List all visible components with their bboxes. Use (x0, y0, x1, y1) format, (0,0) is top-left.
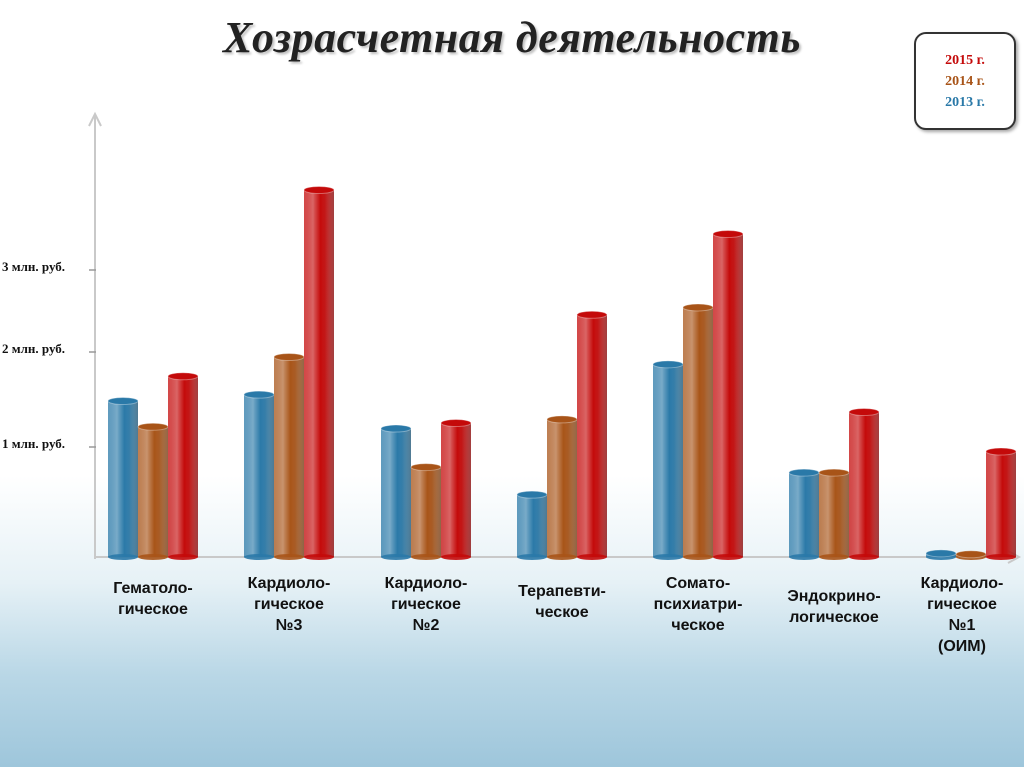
category-label-line: Сомато- (665, 575, 731, 592)
bar (985, 447, 1017, 560)
bar (167, 372, 199, 560)
category-label-line: гическое (118, 601, 188, 618)
legend-item-2014: 2014 г. (945, 73, 985, 89)
category-label-line: №2 (412, 617, 440, 634)
category-label-line: Кардиоло- (247, 575, 331, 592)
bar (818, 468, 850, 560)
bar (955, 550, 987, 560)
y-tick-label: 3 млн. руб. (2, 259, 66, 274)
bar (652, 360, 684, 560)
category-label: Эндокрино-логическое (774, 586, 894, 628)
legend: 2015 г. 2014 г. 2013 г. (914, 32, 1016, 130)
category-label-line: гическое (254, 596, 324, 613)
legend-item-2013: 2013 г. (945, 94, 985, 110)
y-tick-label: 1 млн. руб. (2, 436, 66, 451)
category-label-line: Кардиоло- (384, 575, 468, 592)
chart-title: Хозрасчетная деятельность (223, 13, 801, 62)
bar (546, 415, 578, 560)
category-label-line: №3 (275, 617, 303, 634)
category-label-line: гическое (927, 596, 997, 613)
bar (243, 390, 275, 560)
category-label-line: ческое (535, 604, 589, 621)
bar (712, 230, 744, 560)
category-label-line: Кардиоло- (920, 575, 1004, 592)
y-axis-arrow (88, 111, 102, 127)
category-label-line: ческое (671, 617, 725, 634)
bar (410, 463, 442, 560)
category-label-line: психиатри- (653, 596, 743, 613)
bar (576, 310, 608, 560)
bar (137, 422, 169, 560)
bar (682, 303, 714, 560)
category-label-line: логическое (789, 609, 879, 626)
bar (848, 408, 880, 560)
category-label-line: гическое (391, 596, 461, 613)
category-label: Сомато-психиатри-ческое (638, 573, 758, 636)
bar (516, 490, 548, 560)
category-label: Кардиоло-гическое №2 (366, 573, 486, 636)
bar (303, 186, 335, 560)
bar (440, 419, 472, 560)
legend-item-2015: 2015 г. (945, 52, 985, 68)
category-label: Кардиоло-гическое №3 (229, 573, 349, 636)
category-label: Терапевти-ческое (502, 581, 622, 623)
category-label-line: Эндокрино- (787, 588, 881, 605)
category-label: Гематоло-гическое (93, 578, 213, 620)
bar (273, 352, 305, 560)
bar (788, 468, 820, 560)
category-label-line: №1 (948, 617, 976, 634)
category-label-line: Терапевти- (518, 583, 606, 600)
y-tick-label: 2 млн. руб. (2, 341, 66, 356)
category-label-line: (ОИМ) (938, 638, 986, 655)
bar (107, 397, 139, 560)
category-label: Кардиоло-гическое №1 (ОИМ) (902, 573, 1022, 657)
bar (380, 424, 412, 560)
category-label-line: Гематоло- (113, 580, 193, 597)
bar (925, 549, 957, 560)
